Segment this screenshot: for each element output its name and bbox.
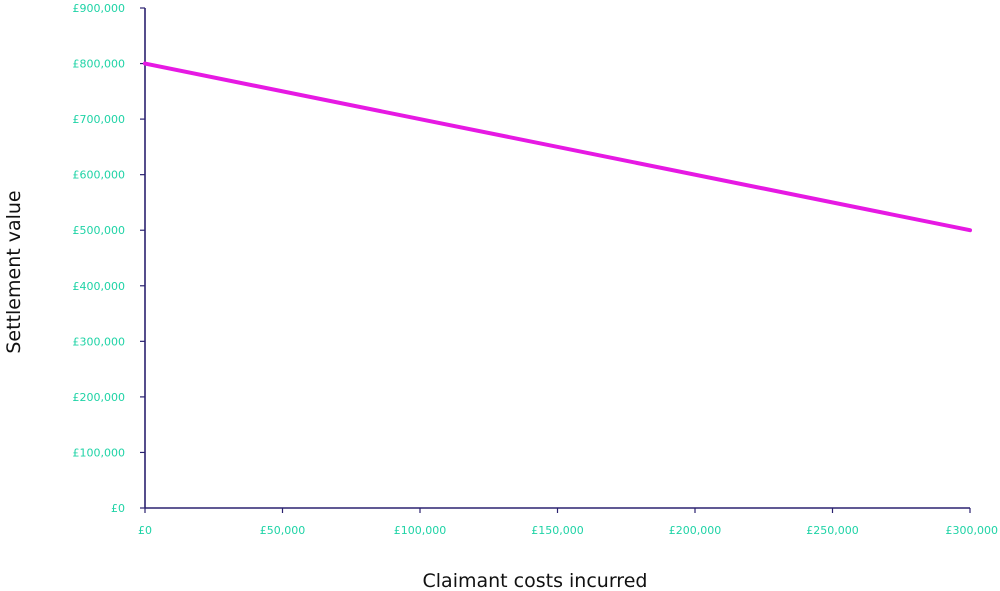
x-tick-label: £0: [138, 524, 152, 537]
y-tick-label: £200,000: [73, 391, 126, 404]
series-layer: [143, 61, 972, 233]
y-tick-label: £700,000: [73, 113, 126, 126]
y-tick-label: £0: [111, 502, 125, 515]
x-tick-label: £300,000: [946, 524, 999, 537]
x-axis-title: Claimant costs incurred: [423, 570, 648, 591]
y-axis-ticks: £0 £100,000 £200,000 £300,000 £400,000 £500,0…: [73, 2, 145, 515]
x-tick-label: £100,000: [394, 524, 447, 537]
x-tick-label: £250,000: [806, 524, 859, 537]
x-tick-label: £150,000: [531, 524, 584, 537]
y-axis-title: Settlement value: [3, 190, 25, 353]
series-line: [143, 61, 972, 233]
y-tick-label: £900,000: [73, 2, 126, 15]
y-tick-label: £600,000: [73, 169, 126, 182]
y-tick-label: £300,000: [73, 335, 126, 348]
x-axis-ticks: £0 £50,000 £100,000 £150,000 £200,000 £250,00…: [138, 508, 998, 537]
y-tick-label: £800,000: [73, 58, 126, 71]
y-tick-label: £400,000: [73, 280, 126, 293]
y-tick-label: £500,000: [73, 224, 126, 237]
x-tick-label: £50,000: [260, 524, 306, 537]
x-tick-label: £200,000: [669, 524, 722, 537]
y-tick-label: £100,000: [73, 446, 126, 459]
